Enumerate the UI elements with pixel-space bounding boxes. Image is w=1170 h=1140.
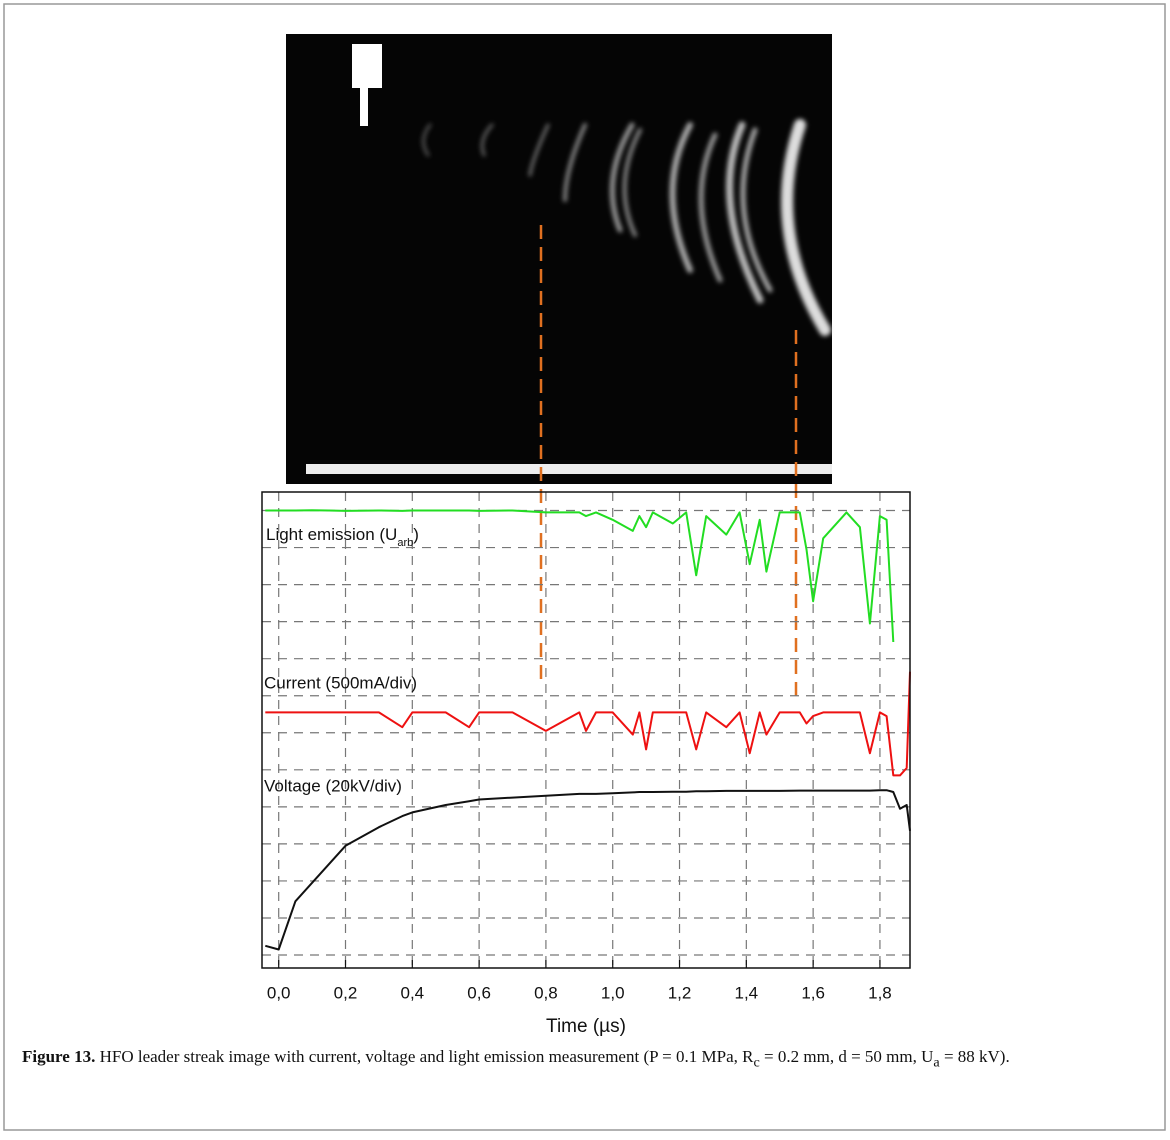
frame (3, 3, 1166, 1131)
caption-text: = 88 kV). (939, 1047, 1010, 1066)
x-tick-label: 0,6 (467, 983, 491, 1002)
trace (265, 789, 911, 951)
x-tick-label: 0,2 (334, 983, 358, 1002)
voltage-label: Voltage (20kV/div) (264, 776, 402, 795)
x-tick-label: 1,2 (668, 983, 692, 1002)
x-tick-label: 0,0 (267, 983, 291, 1002)
grid: 0,0 0,2 0,4 0,6 0,8 1,0 1,2 1,4 1,6 1,8 (262, 492, 910, 1002)
plot-frame (261, 491, 911, 969)
x-axis-label: Time (µs) (546, 1016, 626, 1037)
label-text: Light emission (U (266, 525, 397, 544)
caption-text: = 0.2 mm, d = 50 mm, U (759, 1047, 934, 1066)
caption-label: Figure 13. (22, 1047, 96, 1066)
x-tick-label: 1,0 (601, 983, 625, 1002)
caption-sub: c (753, 1054, 760, 1071)
label-sub: arb (397, 537, 413, 549)
streak-image (286, 34, 832, 484)
x-tick-label: 0,4 (400, 983, 424, 1002)
traces (265, 509, 911, 951)
x-tick-label: 1,4 (735, 983, 759, 1002)
x-tick-label: 0,8 (534, 983, 558, 1002)
caption-text: HFO leader streak image with current, vo… (95, 1047, 754, 1066)
trace (265, 509, 895, 643)
light-label: Light emission (Uarb) (266, 525, 419, 548)
time-markers (539, 225, 798, 697)
caption-sub: a (933, 1054, 940, 1071)
trace (265, 671, 911, 777)
current-label: Current (500mA/div) (264, 673, 417, 692)
x-tick-label: 1,8 (868, 983, 892, 1002)
caption: Figure 13. HFO leader streak image with … (22, 1046, 1147, 1073)
x-tick-label: 1,6 (801, 983, 825, 1002)
label-text: ) (413, 525, 419, 544)
